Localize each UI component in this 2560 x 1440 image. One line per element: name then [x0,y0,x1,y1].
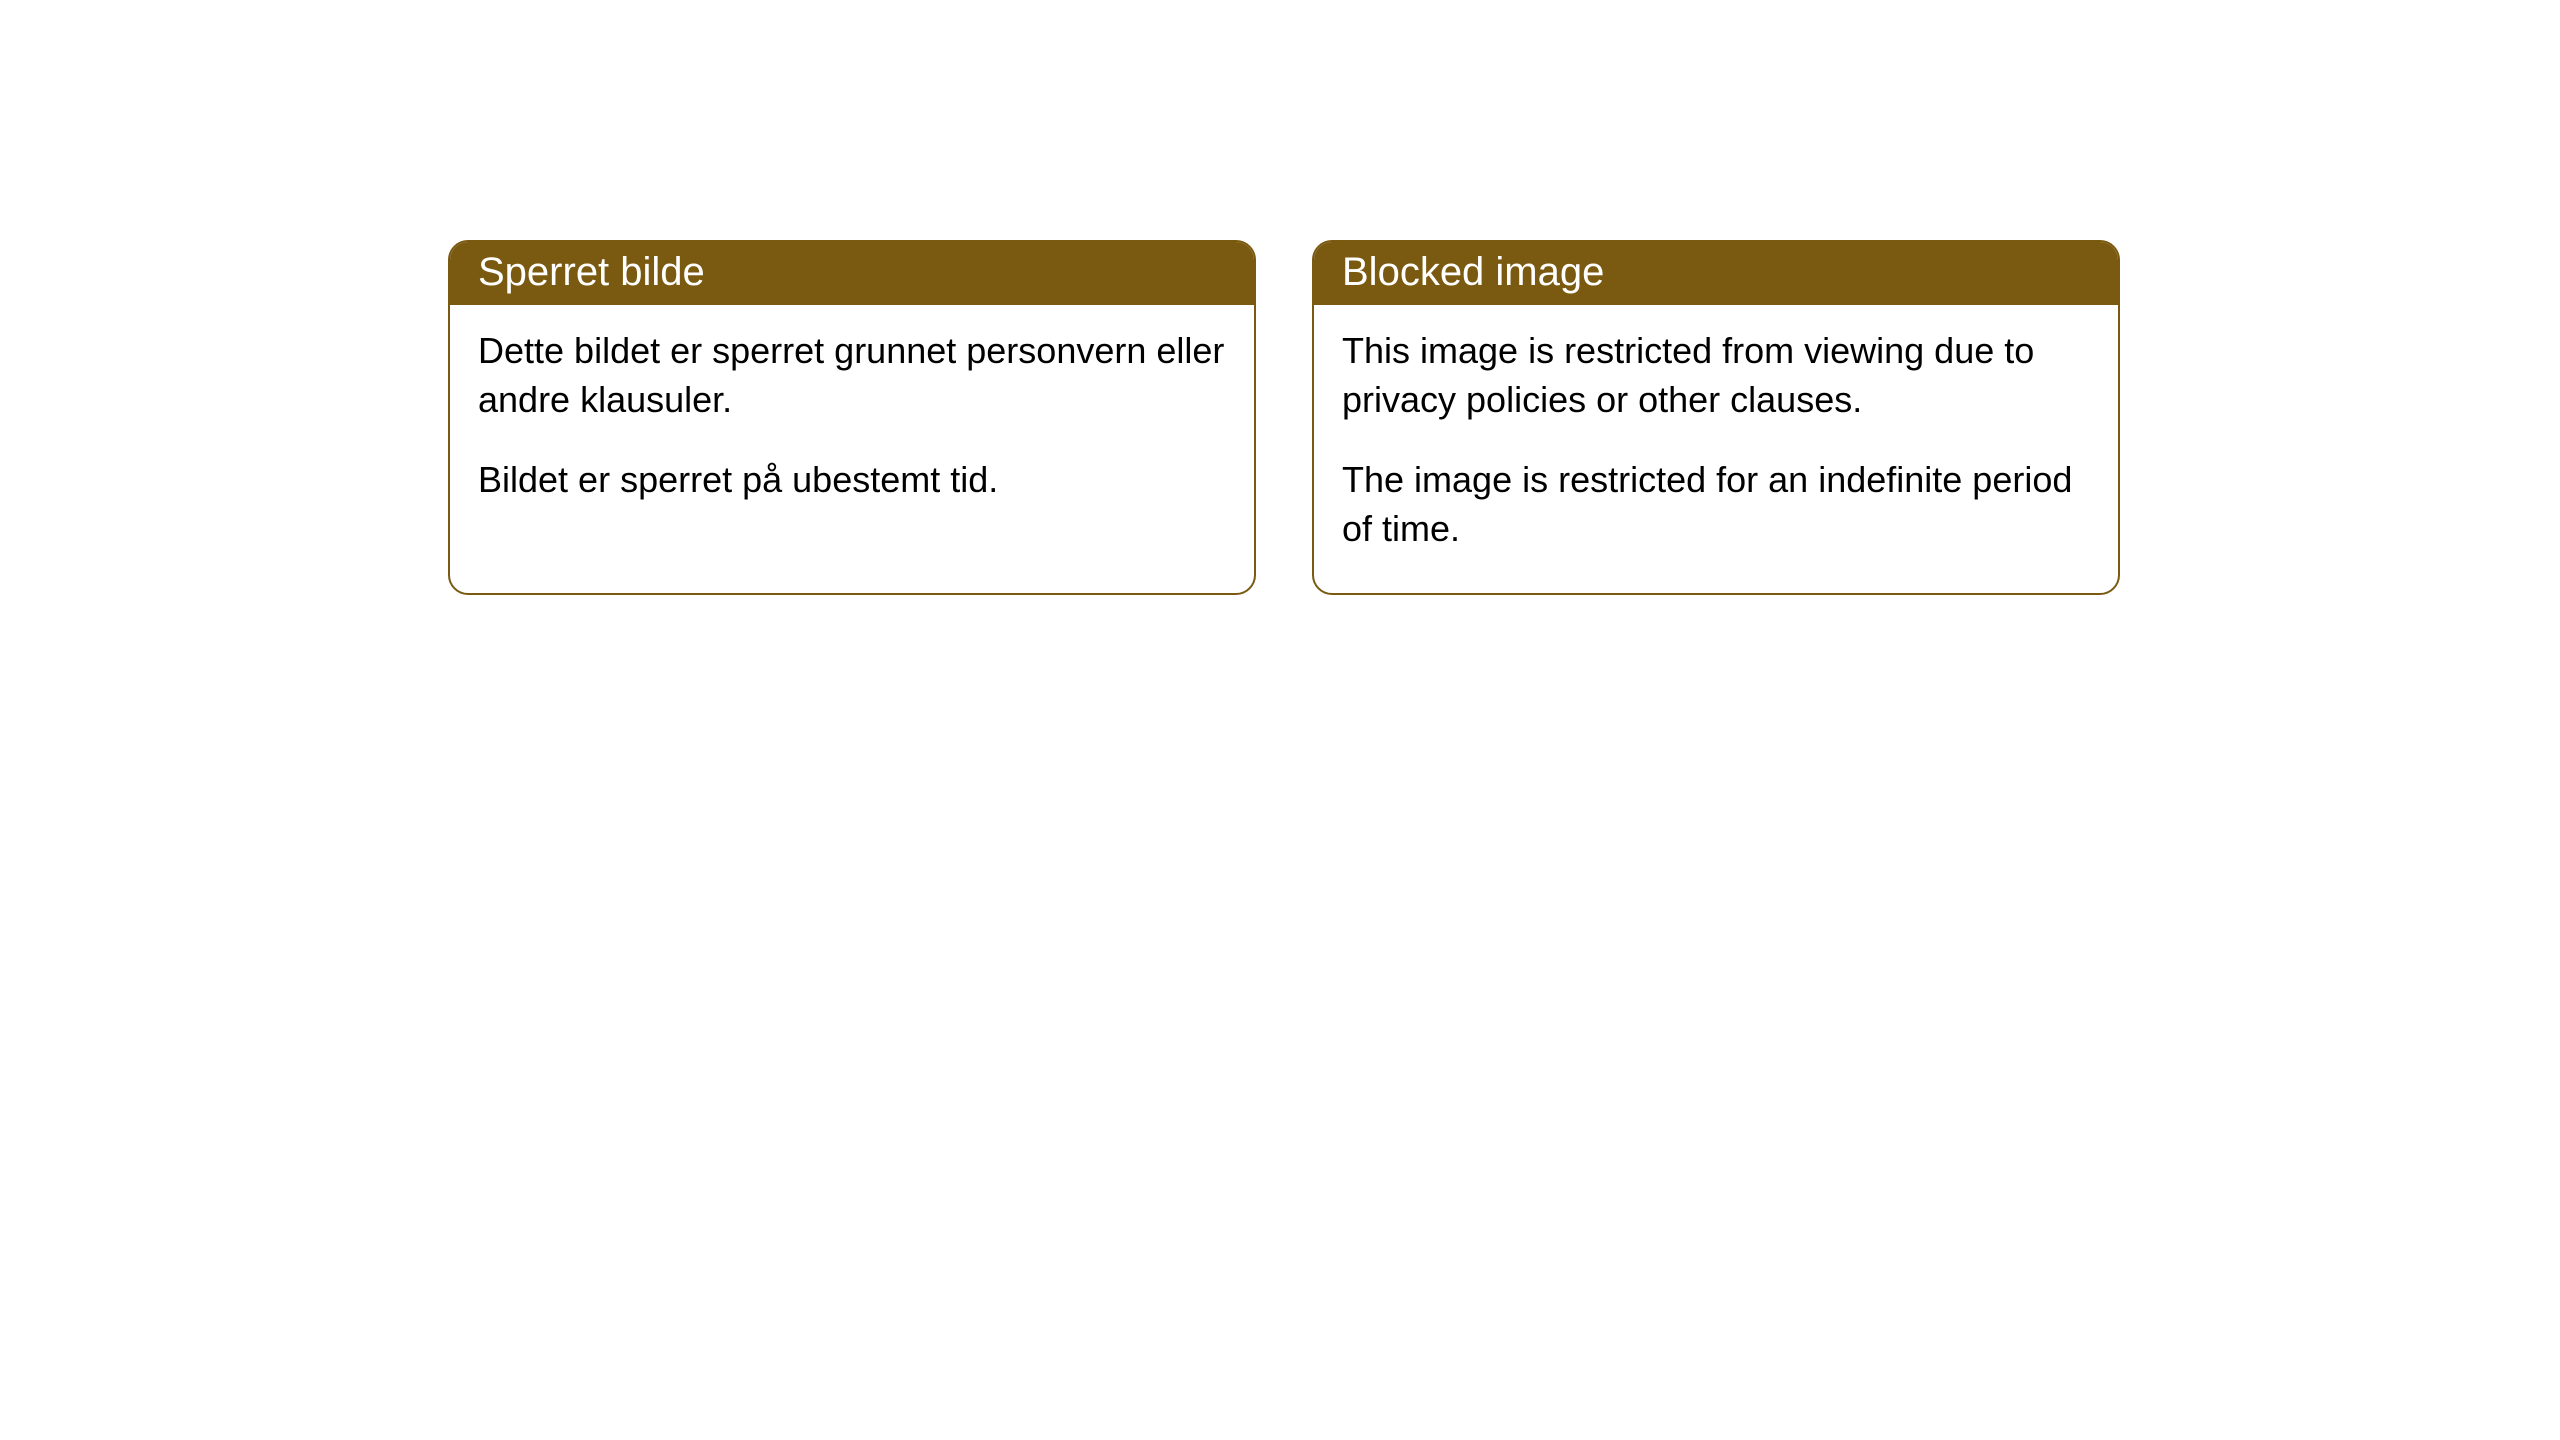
card-paragraph: Dette bildet er sperret grunnet personve… [478,327,1226,424]
notice-card-english: Blocked image This image is restricted f… [1312,240,2120,595]
card-paragraph: This image is restricted from viewing du… [1342,327,2090,424]
notice-cards-container: Sperret bilde Dette bildet er sperret gr… [448,240,2560,595]
card-paragraph: The image is restricted for an indefinit… [1342,456,2090,553]
card-header: Sperret bilde [450,242,1254,305]
card-body: Dette bildet er sperret grunnet personve… [450,305,1254,545]
card-header: Blocked image [1314,242,2118,305]
card-body: This image is restricted from viewing du… [1314,305,2118,593]
card-paragraph: Bildet er sperret på ubestemt tid. [478,456,1226,505]
notice-card-norwegian: Sperret bilde Dette bildet er sperret gr… [448,240,1256,595]
